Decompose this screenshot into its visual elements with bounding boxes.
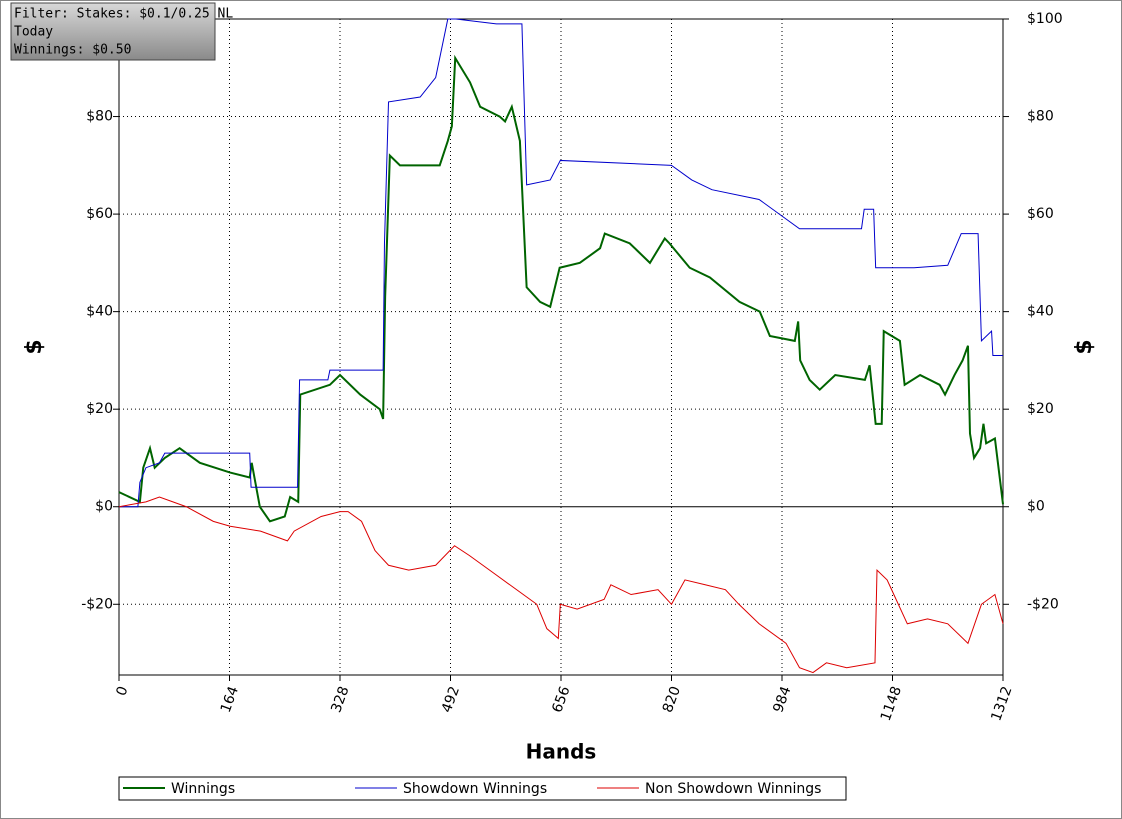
series-line <box>118 54 1004 523</box>
legend-label: Winnings <box>171 781 235 797</box>
legend <box>118 776 847 801</box>
y2-tick-label: $100 <box>1027 11 1063 27</box>
y-tick-label: $20 <box>86 401 113 417</box>
info-box: Filter: Stakes: $0.1/0.25 NL Today Winni… <box>10 2 233 61</box>
info-background <box>10 2 216 61</box>
y-tick-label: $40 <box>86 304 113 320</box>
y2-tick-label: -$20 <box>1027 596 1059 612</box>
y-tick-label: $80 <box>86 109 113 125</box>
y-tick-label: $60 <box>86 206 113 222</box>
y-tick-label: $0 <box>95 499 113 515</box>
series-line <box>119 18 1003 508</box>
y-axis-label: $ <box>22 339 47 354</box>
y2-tick-label: $80 <box>1027 109 1054 125</box>
y2-tick-label: $40 <box>1027 304 1054 320</box>
y-tick-label: -$20 <box>81 596 113 612</box>
legend-label: Showdown Winnings <box>403 781 547 797</box>
y2-tick-label: $0 <box>1027 499 1045 515</box>
info-winnings: Winnings: $0.50 <box>14 43 131 58</box>
y2-tick-label: $60 <box>1027 206 1054 222</box>
x-axis-label: Hands <box>526 740 597 764</box>
series-line <box>118 496 1004 674</box>
y2-axis-label: $ <box>1072 339 1097 354</box>
legend-label: Non Showdown Winnings <box>645 781 821 797</box>
y2-tick-label: $20 <box>1027 401 1054 417</box>
info-period: Today <box>14 25 53 40</box>
info-filter: Filter: Stakes: $0.1/0.25 NL <box>14 7 233 22</box>
